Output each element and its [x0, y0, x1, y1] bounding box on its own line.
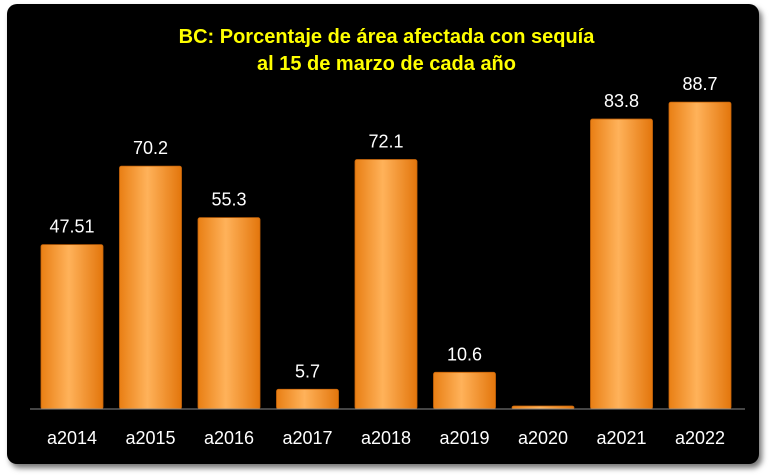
bar-a2014 — [40, 244, 104, 410]
value-label-a2018: 72.1 — [368, 132, 403, 152]
x-tick-label-a2014: a2014 — [47, 428, 97, 448]
bar-a2018 — [354, 159, 418, 410]
value-label-a2022: 88.7 — [682, 74, 717, 94]
x-tick-label-a2022: a2022 — [675, 428, 725, 448]
value-label-a2021: 83.8 — [604, 91, 639, 111]
value-labels-group: 47.51 70.2 55.3 5.7 72.1 10.6 83.8 88.7 — [49, 74, 717, 381]
chart-title: BC: Porcentaje de área afectada con sequ… — [0, 24, 773, 78]
x-tick-label-a2018: a2018 — [361, 428, 411, 448]
bar-a2017 — [276, 388, 339, 410]
x-tick-label-a2021: a2021 — [596, 428, 646, 448]
x-tick-label-a2017: a2017 — [282, 428, 332, 448]
x-tick-label-a2016: a2016 — [204, 428, 254, 448]
chart-title-line-2: al 15 de marzo de cada año — [257, 53, 516, 75]
x-tick-labels-group: a2014 a2015 a2016 a2017 a2018 a2019 a2020 a2021… — [47, 428, 725, 448]
x-tick-label-a2015: a2015 — [125, 428, 175, 448]
bar-a2015 — [119, 165, 182, 410]
value-label-a2015: 70.2 — [133, 138, 168, 158]
value-label-a2017: 5.7 — [295, 361, 320, 381]
bars-group — [40, 101, 732, 410]
bar-a2019 — [433, 371, 496, 410]
x-tick-label-a2020: a2020 — [518, 428, 568, 448]
chart-title-line-1: BC: Porcentaje de área afectada con sequ… — [178, 26, 595, 48]
bar-a2022 — [668, 101, 732, 410]
bar-a2021 — [590, 118, 653, 410]
value-label-a2014: 47.51 — [49, 217, 94, 237]
x-tick-label-a2019: a2019 — [439, 428, 489, 448]
value-label-a2016: 55.3 — [211, 190, 246, 210]
value-label-a2019: 10.6 — [447, 344, 482, 364]
bar-a2016 — [197, 217, 261, 410]
